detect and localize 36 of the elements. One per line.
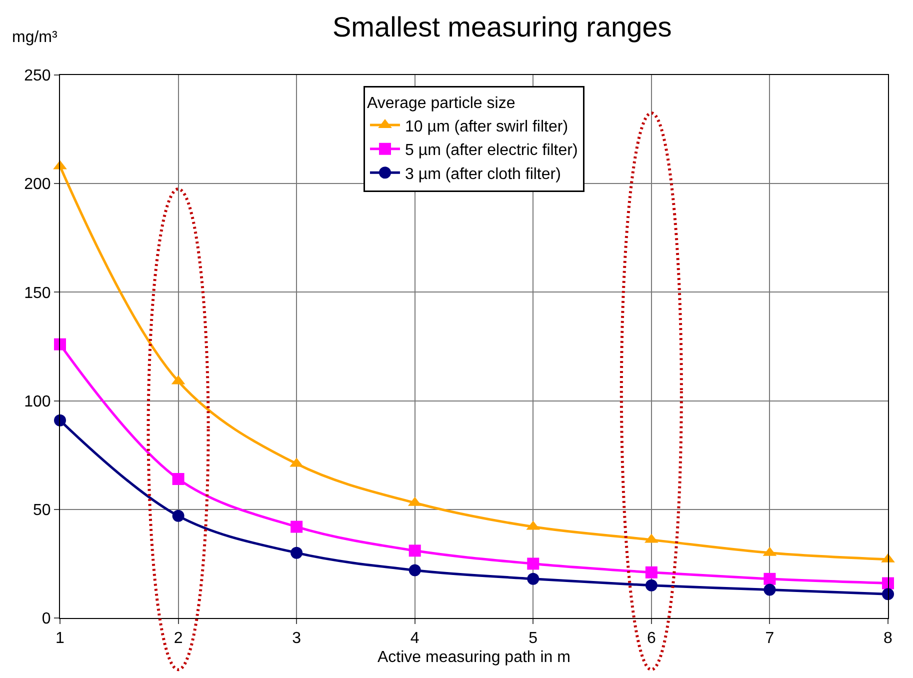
point	[290, 546, 303, 559]
point	[408, 544, 421, 557]
point	[645, 566, 658, 578]
y-tick-label: 150	[24, 284, 51, 302]
y-tick-label: 0	[42, 610, 51, 628]
point	[290, 520, 303, 533]
legend-label: 3 µm (after cloth filter)	[405, 166, 561, 183]
point	[527, 572, 540, 585]
x-tick-label: 5	[528, 630, 538, 648]
x-tick-label: 7	[765, 630, 774, 648]
x-tick-label: 6	[646, 630, 656, 648]
y-tick-label: 250	[24, 68, 51, 85]
point	[172, 510, 184, 522]
point	[172, 472, 184, 485]
x-tick-label: 4	[410, 630, 420, 648]
x-tick-label: 2	[174, 630, 183, 648]
x-axis-title: Active measuring path in m	[378, 648, 570, 666]
point	[408, 564, 421, 576]
y-axis-title: mg/m³	[12, 29, 58, 46]
legend-label: 10 µm (after swirl filter)	[405, 118, 568, 136]
point	[54, 414, 66, 426]
x-tick-label: 3	[292, 630, 302, 648]
point	[882, 588, 894, 600]
y-tick-label: 50	[33, 502, 51, 519]
point	[764, 572, 776, 585]
x-tick-label: 8	[884, 630, 893, 648]
point	[54, 338, 66, 350]
x-tick-label: 1	[56, 630, 65, 648]
y-tick-label: 100	[24, 393, 51, 410]
chart-title: Smallest measuring ranges	[332, 12, 672, 43]
y-tick-label: 200	[24, 176, 51, 194]
point	[527, 558, 540, 570]
legend-title: Average particle size	[367, 95, 516, 112]
legend-label: 5 µm (after electric filter)	[405, 142, 578, 160]
point	[764, 584, 776, 596]
point	[645, 579, 658, 592]
